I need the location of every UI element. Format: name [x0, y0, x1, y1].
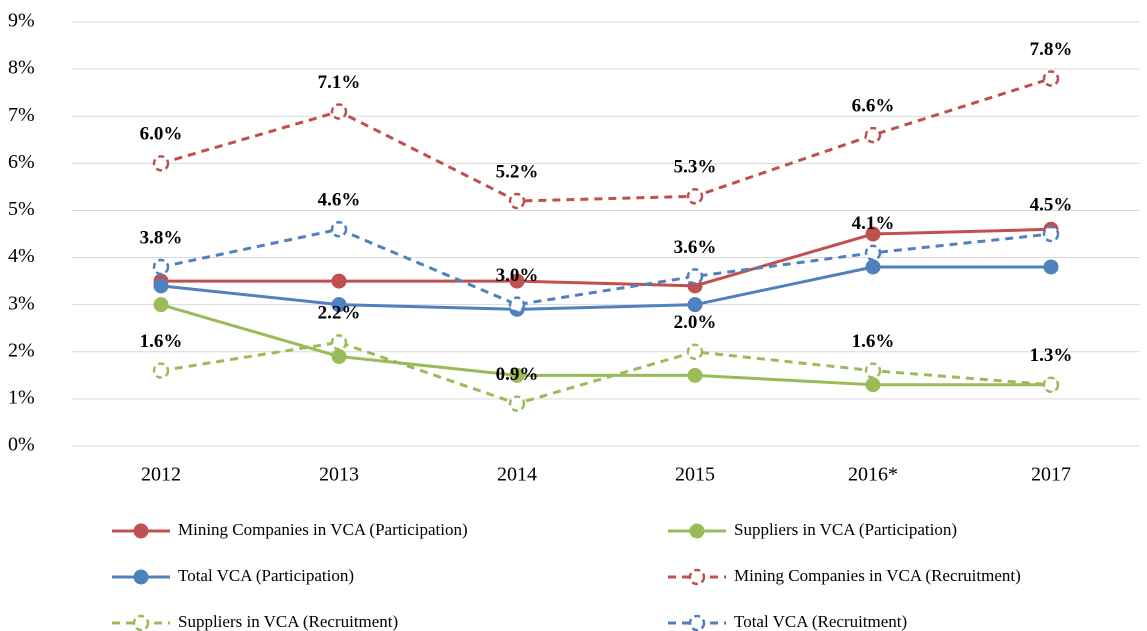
- marker: [687, 367, 703, 383]
- value-label: 6.6%: [852, 95, 895, 116]
- value-label: 0.9%: [496, 364, 539, 385]
- y-tick-label: 4%: [8, 245, 35, 267]
- marker: [152, 258, 170, 276]
- y-tick-label: 0%: [8, 434, 35, 456]
- legend-marker: [689, 523, 705, 539]
- series-line: [160, 227, 1052, 307]
- marker: [687, 297, 703, 313]
- x-tick-label: 2016*: [848, 464, 898, 486]
- marker: [686, 268, 704, 285]
- marker: [508, 296, 526, 313]
- y-tick-label: 8%: [8, 57, 35, 79]
- legend-marker: [688, 568, 706, 586]
- y-tick-label: 3%: [8, 292, 35, 314]
- marker: [153, 297, 169, 313]
- marker: [1042, 70, 1060, 87]
- value-label: 2.0%: [674, 312, 717, 333]
- marker: [864, 244, 882, 262]
- y-tick-label: 9%: [8, 10, 35, 32]
- series-line: [160, 265, 1051, 311]
- x-tick-label: 2014: [497, 464, 537, 486]
- marker: [865, 226, 881, 242]
- value-label: 4.5%: [1030, 194, 1073, 215]
- marker: [330, 103, 348, 120]
- value-label: 5.3%: [674, 157, 717, 178]
- series-line: [160, 77, 1052, 203]
- marker: [152, 155, 170, 172]
- y-tick-label: 6%: [8, 151, 35, 173]
- y-tick-label: 7%: [8, 104, 35, 126]
- x-tick-label: 2015: [675, 464, 715, 486]
- y-tick-label: 1%: [8, 386, 35, 408]
- legend-label: Total VCA (Participation): [178, 566, 354, 585]
- marker: [330, 221, 348, 238]
- marker: [152, 362, 170, 379]
- legend-label: Mining Companies in VCA (Participation): [178, 520, 468, 539]
- value-label: 7.1%: [318, 72, 361, 93]
- marker: [331, 273, 347, 289]
- legend-marker: [688, 614, 706, 631]
- legend-label: Mining Companies in VCA (Recruitment): [734, 566, 1021, 585]
- value-label: 1.6%: [852, 331, 895, 352]
- marker: [686, 188, 704, 205]
- value-label: 4.1%: [852, 213, 895, 234]
- marker: [331, 348, 347, 364]
- legend-label: Suppliers in VCA (Recruitment): [178, 612, 398, 631]
- value-label: 1.6%: [140, 331, 183, 352]
- marker: [508, 395, 526, 412]
- marker: [331, 297, 347, 313]
- value-label: 1.3%: [1030, 345, 1073, 366]
- marker: [1042, 376, 1060, 394]
- legend-marker: [132, 614, 150, 631]
- legend-marker: [133, 523, 149, 539]
- series-line: [161, 227, 1052, 288]
- value-label: 5.2%: [496, 161, 539, 182]
- x-tick-label: 2012: [141, 464, 181, 486]
- marker: [153, 278, 169, 294]
- marker: [864, 126, 882, 144]
- marker: [330, 334, 348, 351]
- legend-label: Total VCA (Recruitment): [734, 612, 907, 631]
- series-line: [160, 340, 1052, 406]
- marker: [1042, 225, 1060, 243]
- marker: [1043, 259, 1059, 275]
- x-tick-label: 2013: [319, 464, 359, 486]
- value-label: 6.0%: [140, 124, 183, 145]
- marker: [865, 259, 881, 275]
- value-label: 2.2%: [318, 303, 361, 324]
- series-line: [160, 303, 1051, 387]
- value-label: 3.8%: [140, 227, 183, 248]
- y-tick-label: 5%: [8, 198, 35, 220]
- marker: [686, 343, 704, 361]
- value-label: 7.8%: [1030, 39, 1073, 60]
- value-label: 3.0%: [496, 265, 539, 286]
- legend-label: Suppliers in VCA (Participation): [734, 520, 957, 539]
- marker: [509, 273, 525, 289]
- marker: [865, 377, 881, 393]
- marker: [508, 192, 526, 210]
- legend-marker: [133, 569, 149, 585]
- value-label: 3.6%: [674, 237, 717, 258]
- value-label: 4.6%: [318, 190, 361, 211]
- x-tick-label: 2017: [1031, 464, 1071, 486]
- y-tick-label: 2%: [8, 339, 35, 361]
- marker: [864, 362, 882, 379]
- marker: [509, 367, 525, 383]
